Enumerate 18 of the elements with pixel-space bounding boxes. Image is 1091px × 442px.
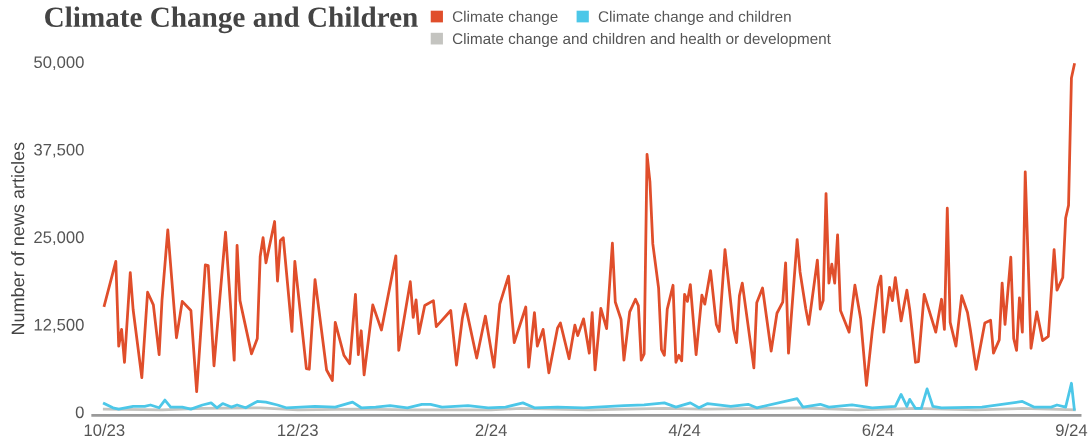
line-series [102,381,1076,411]
legend-label: Climate change and children [598,10,791,26]
y-tick-label: 50,000 [34,56,84,71]
x-tick-label: 4/24 [668,423,701,437]
x-tick-label: 9/24 [1055,423,1088,437]
legend-label: Climate change [452,10,558,26]
chart-title: Climate Change and Children [45,6,418,34]
y-tick-label: 0 [75,406,84,419]
x-tick-label: 2/24 [475,423,507,437]
line-series [102,63,1076,394]
legend-label: Climate change and children and health or development [452,32,831,48]
y-axis-title: Number of news articles [11,142,25,335]
x-tick-label: 6/24 [862,423,894,437]
x-tick-label: 10/23 [84,423,125,437]
y-tick-label: 25,000 [34,231,84,246]
y-tick-label: 37,500 [34,143,84,158]
y-tick-label: 12,500 [34,318,84,333]
x-tick-label: 12/23 [278,423,318,437]
